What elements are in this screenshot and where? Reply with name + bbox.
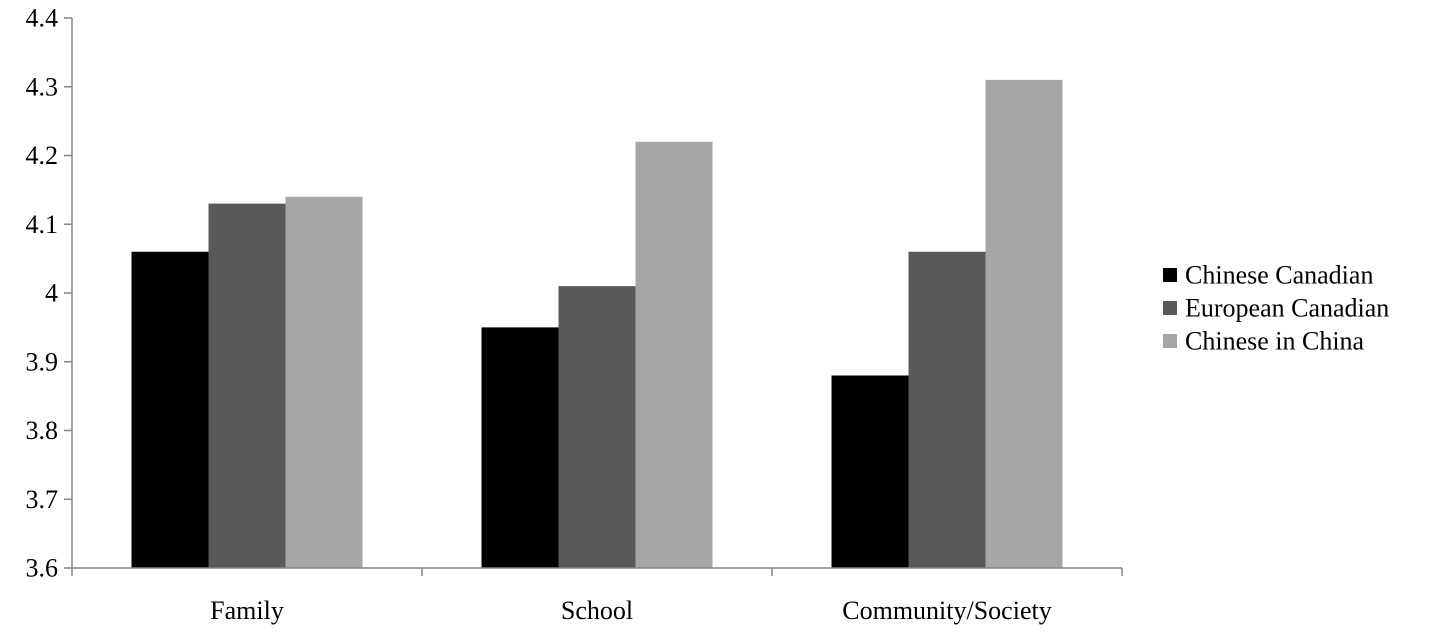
legend-label: Chinese in China xyxy=(1185,327,1365,356)
y-tick-label: 4.1 xyxy=(26,210,59,239)
bar-chinese-in-china-family xyxy=(285,196,363,568)
bar-european-canadian-family xyxy=(208,203,286,568)
legend-swatch xyxy=(1163,301,1177,315)
y-tick-label: 3.9 xyxy=(26,347,59,376)
bar-european-canadian-school xyxy=(558,286,636,568)
bars-group xyxy=(131,79,1063,568)
bar-chinese-canadian-school xyxy=(481,327,559,568)
y-tick-label: 3.8 xyxy=(26,416,59,445)
y-axis-ticks: 3.6 3.7 3.8 3.9 4 4.1 4.2 4.3 4.4 xyxy=(26,4,72,583)
legend-swatch xyxy=(1163,334,1177,348)
bar-chinese-in-china-community-society xyxy=(985,79,1063,568)
bar-chinese-canadian-community-society xyxy=(831,375,909,568)
x-axis-labels: Family School Community/Society xyxy=(71,568,1123,625)
bar-european-canadian-community-society xyxy=(908,251,986,568)
legend-label: European Canadian xyxy=(1185,294,1389,323)
y-tick-label: 3.7 xyxy=(26,485,59,514)
y-tick-label: 4.2 xyxy=(26,141,59,170)
bar-chinese-canadian-family xyxy=(131,251,209,568)
y-tick-label: 4 xyxy=(45,279,58,308)
bar-chinese-in-china-school xyxy=(635,141,713,568)
legend-label: Chinese Canadian xyxy=(1185,261,1373,290)
y-tick-label: 3.6 xyxy=(26,554,59,583)
y-tick-label: 4.4 xyxy=(26,4,59,33)
x-category-label: School xyxy=(561,596,633,625)
legend-swatch xyxy=(1163,268,1177,282)
y-tick-label: 4.3 xyxy=(26,72,59,101)
x-category-label: Family xyxy=(210,596,284,625)
x-category-label: Community/Society xyxy=(842,596,1051,625)
legend: Chinese Canadian European Canadian Chinese… xyxy=(1163,261,1389,356)
